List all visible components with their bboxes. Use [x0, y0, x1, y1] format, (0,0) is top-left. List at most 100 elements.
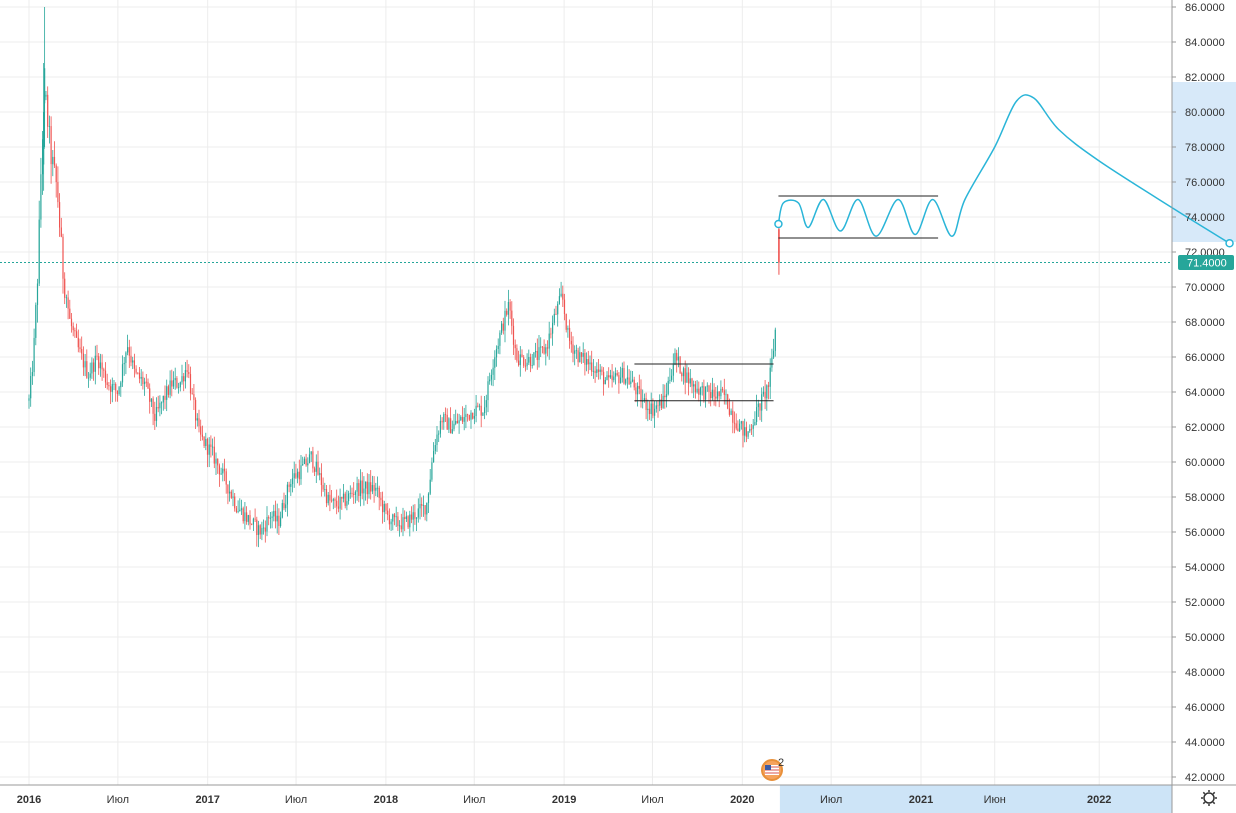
candle-body — [70, 318, 73, 327]
candle-body — [640, 388, 642, 402]
y-tick-label: 62.0000 — [1185, 422, 1225, 434]
candle-body — [351, 492, 353, 494]
candle-body — [266, 517, 268, 532]
candle-body — [694, 384, 696, 393]
candle-body — [361, 480, 363, 494]
candle-body — [336, 500, 338, 507]
candle-body — [691, 378, 693, 387]
candle-body — [448, 418, 450, 430]
candle-body — [519, 354, 521, 366]
candle-body — [48, 126, 50, 127]
candle-body — [72, 326, 74, 331]
candle-body — [531, 365, 533, 366]
candle-body — [429, 479, 431, 494]
candle-body — [235, 508, 237, 512]
candle-body — [74, 330, 76, 332]
candle-body — [620, 377, 622, 384]
candle-body — [465, 414, 467, 418]
candle-body — [290, 484, 292, 487]
candle-body — [47, 94, 49, 127]
forecast-path[interactable] — [774, 94, 1234, 248]
candle-body — [664, 395, 666, 398]
candle-body — [621, 368, 623, 378]
candle-body — [181, 376, 183, 383]
candle-body — [575, 350, 577, 352]
candle-body — [473, 416, 475, 419]
candle-body — [223, 468, 226, 472]
candle-body — [285, 504, 287, 509]
gear-teeth — [1201, 790, 1217, 806]
candle-body — [584, 353, 586, 365]
candle-body — [33, 337, 35, 373]
candle-body — [626, 377, 628, 380]
candle-body — [477, 405, 479, 407]
candle-body — [166, 386, 168, 400]
candle-body — [501, 323, 503, 333]
candle-body — [764, 391, 766, 399]
candle-body — [116, 390, 118, 395]
candle-body — [319, 473, 321, 475]
candle-body — [244, 512, 246, 522]
candle-body — [555, 313, 557, 315]
candle-body — [212, 446, 214, 448]
current-price-tag-bg — [1178, 255, 1234, 270]
candle-body — [149, 388, 151, 402]
candle-body — [665, 394, 668, 398]
forecast-curve[interactable] — [777, 94, 1230, 244]
x-tick-label: Июл — [641, 794, 663, 806]
settings-gear-icon[interactable] — [1203, 792, 1215, 804]
candle-body — [485, 400, 487, 408]
candle-body — [713, 389, 715, 397]
candle-body — [230, 491, 232, 498]
candle-body — [339, 496, 341, 509]
candle-body — [567, 327, 569, 330]
candle-body — [334, 499, 336, 501]
event-marker[interactable]: 2 — [761, 757, 784, 781]
candle-body — [82, 353, 84, 368]
candle-body — [545, 347, 547, 354]
candle-body — [186, 370, 188, 373]
y-tick-label: 76.0000 — [1185, 177, 1225, 189]
candle-body — [113, 383, 115, 385]
candle-body — [467, 414, 469, 416]
candle-body — [679, 356, 681, 374]
y-tick-label: 68.0000 — [1185, 317, 1225, 329]
forecast-end-handle[interactable] — [1225, 239, 1234, 248]
candle-body — [167, 386, 169, 395]
candle-body — [59, 202, 61, 228]
candle-body — [60, 227, 62, 237]
candle-body — [400, 525, 402, 530]
candle-body — [145, 381, 147, 383]
candle-body — [346, 501, 348, 506]
settings-button[interactable] — [1201, 790, 1217, 806]
candle-body — [36, 283, 39, 305]
candle-body — [492, 367, 494, 375]
candle-body — [138, 372, 141, 379]
candle-body — [754, 421, 756, 426]
candle-body — [648, 408, 651, 415]
candle-body — [740, 421, 742, 424]
candle-body — [541, 346, 543, 348]
candle-body — [315, 461, 317, 472]
current-price-tag: 71.4000 — [1178, 255, 1234, 270]
candle-body — [193, 394, 195, 400]
candle-body — [140, 376, 142, 379]
candle-body — [414, 512, 416, 519]
candle-body — [468, 414, 470, 420]
candle-body — [592, 370, 594, 372]
candle-body — [732, 410, 734, 423]
candle-body — [730, 410, 732, 415]
candle-body — [344, 493, 346, 506]
candle-body — [739, 423, 741, 432]
candle-body — [152, 398, 154, 414]
y-tick-label: 70.0000 — [1185, 282, 1225, 294]
candle-body — [502, 323, 504, 331]
candle-body — [431, 462, 433, 480]
forecast-start-handle[interactable] — [774, 219, 783, 229]
candle-body — [439, 420, 441, 434]
range-boxes[interactable] — [634, 195, 939, 402]
candle-body — [385, 504, 387, 511]
